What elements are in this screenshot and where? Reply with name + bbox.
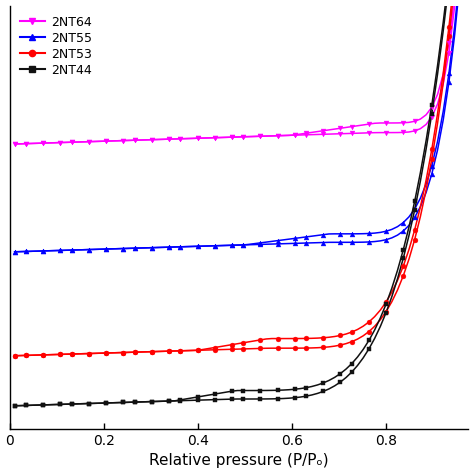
Legend: 2NT64, 2NT55, 2NT53, 2NT44: 2NT64, 2NT55, 2NT53, 2NT44 (16, 12, 96, 81)
X-axis label: Relative pressure (P/Pₒ): Relative pressure (P/Pₒ) (149, 454, 329, 468)
